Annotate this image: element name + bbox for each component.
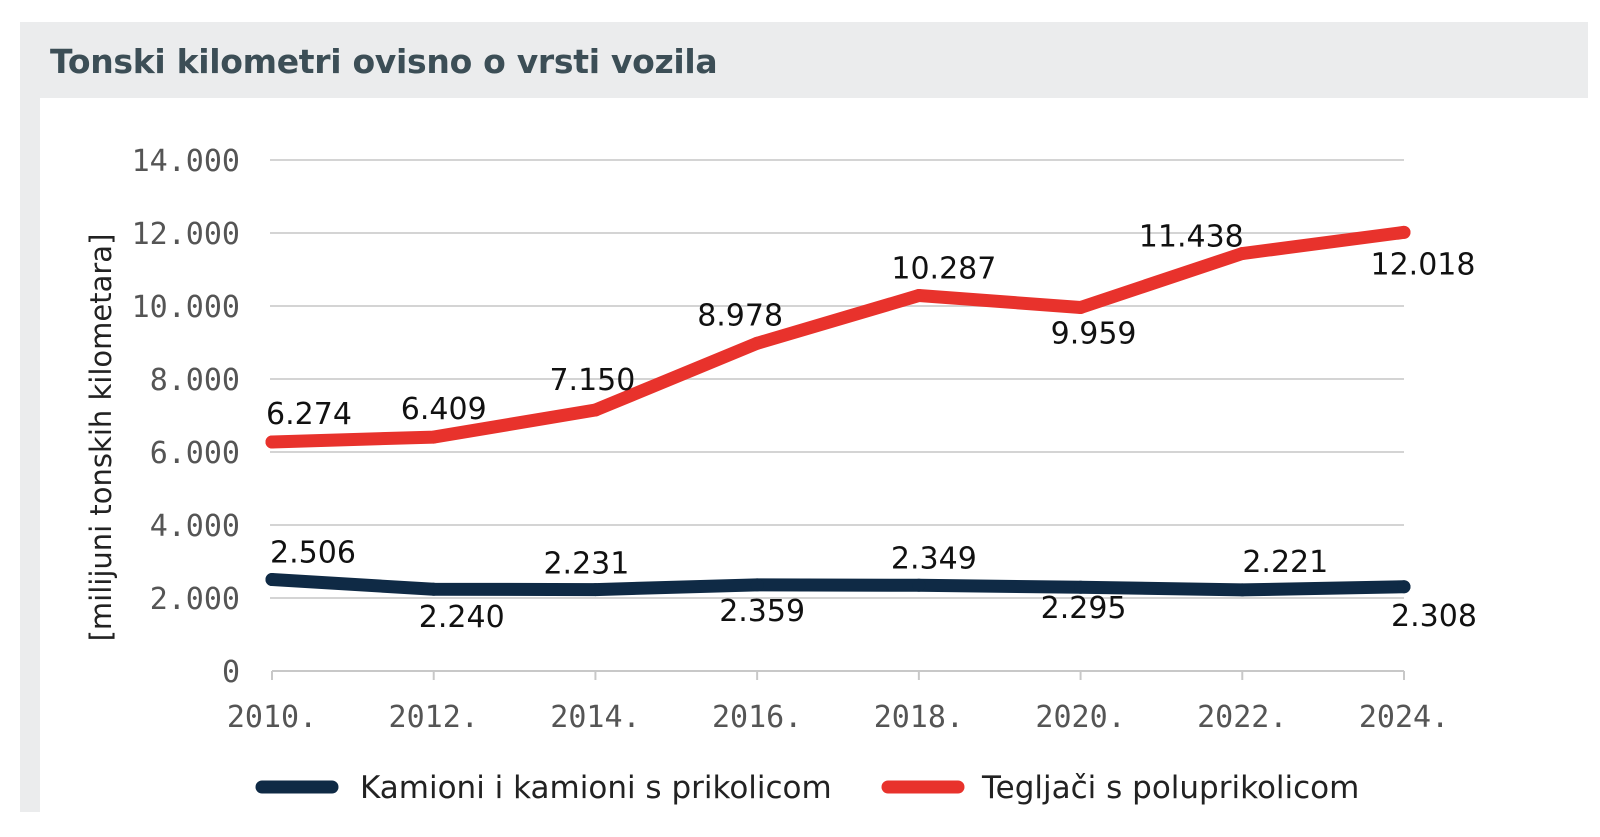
series-0-data-label-3: 2.359 [719,594,805,629]
y-tick-label-7: 14.000 [132,144,240,179]
y-axis-title: [milijuni tonskih kilometara] [84,234,118,642]
legend-label-0: Kamioni i kamioni s prikolicom [360,770,832,806]
series-line-1 [265,225,1411,449]
series-0-point-3 [750,578,764,592]
series-0-data-label-6: 2.221 [1242,545,1328,580]
series-1-point-2 [588,403,602,417]
plot-background [40,98,1588,812]
series-0-point-7 [1397,580,1411,594]
series-0-point-1 [427,582,441,596]
x-tick-label-3: 2016. [712,700,802,735]
y-tick-label-3: 6.000 [150,436,240,471]
series-0-data-label-5: 2.295 [1041,591,1127,626]
y-tick-label-2: 4.000 [150,509,240,544]
series-1-point-7 [1397,225,1411,239]
series-1-data-label-2: 7.150 [549,363,635,398]
series-1-point-5 [1074,300,1088,314]
x-tick-label-4: 2018. [874,700,964,735]
series-1-point-0 [265,435,279,449]
series-0-data-label-2: 2.231 [543,547,629,582]
y-tick-label-0: 0 [222,655,240,690]
x-tick-label-6: 2022. [1197,700,1287,735]
series-1-data-label-7: 12.018 [1371,247,1476,282]
x-tick-label-0: 2010. [227,700,317,735]
chart-panel: Tonski kilometri ovisno o vrsti vozila [20,22,1588,812]
series-0-point-6 [1235,583,1249,597]
series-0-data-label-1: 2.240 [419,600,505,635]
series-1-data-label-5: 9.959 [1051,316,1137,351]
y-tick-label-1: 2.000 [150,582,240,617]
series-0-data-label-7: 2.308 [1391,599,1477,634]
series-0-point-2 [588,583,602,597]
series-1-data-label-0: 6.274 [266,397,352,432]
y-tick-label-4: 8.000 [150,363,240,398]
series-0-data-label-4: 2.349 [891,541,977,576]
series-1-point-6 [1235,247,1249,261]
series-line-0 [265,573,1411,597]
series-1-data-label-1: 6.409 [401,392,487,427]
series-0-point-5 [1074,580,1088,594]
title-bar: Tonski kilometri ovisno o vrsti vozila [20,22,1588,98]
series-1-data-label-3: 8.978 [697,298,783,333]
y-tick-label-6: 12.000 [132,217,240,252]
series-0-point-0 [265,573,279,587]
series-1-point-4 [912,289,926,303]
x-tick-label-1: 2012. [389,700,479,735]
x-tick-label-2: 2014. [550,700,640,735]
series-1-point-3 [750,336,764,350]
series-1-data-label-6: 11.438 [1139,220,1244,255]
chart-title: Tonski kilometri ovisno o vrsti vozila [50,42,718,81]
series-0-point-4 [912,578,926,592]
legend-label-1: Tegljači s poluprikolicom [981,770,1359,806]
series-0-data-label-0: 2.506 [270,536,356,571]
x-tick-label-7: 2024. [1359,700,1449,735]
x-tick-label-5: 2020. [1035,700,1125,735]
y-tick-label-5: 10.000 [132,290,240,325]
series-1-point-1 [427,430,441,444]
series-1-data-label-4: 10.287 [891,252,996,287]
